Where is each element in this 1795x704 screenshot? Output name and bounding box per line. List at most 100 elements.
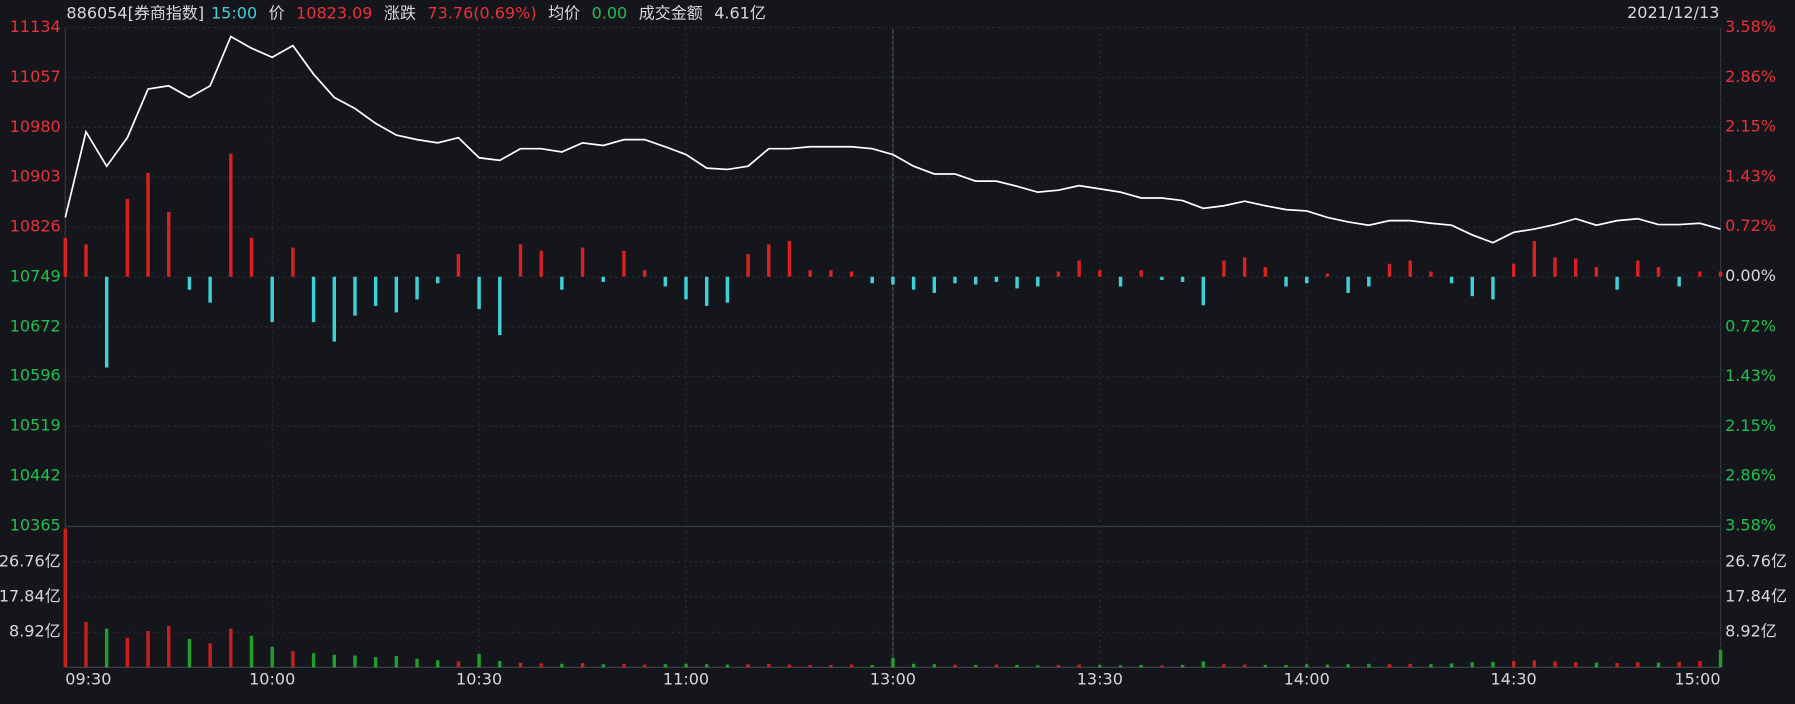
strength-bar (332, 276, 336, 342)
y2-tick-label: 1.43% (1725, 366, 1776, 385)
strength-bar (580, 247, 585, 277)
strength-bar (1284, 276, 1288, 287)
price-label: 价 (269, 3, 285, 22)
strength-bar (911, 276, 916, 290)
volume-bar (1573, 662, 1578, 668)
strength-bar (725, 276, 730, 303)
x-tick-label: 13:30 (1077, 669, 1123, 688)
volume-bar (63, 528, 68, 668)
strength-bar (1698, 271, 1702, 277)
strength-bar (1222, 260, 1226, 277)
amount: 4.61亿 (714, 3, 766, 22)
strength-bar (1325, 273, 1330, 277)
strength-bar (270, 276, 274, 323)
volume-bar (498, 661, 502, 668)
strength-bar (208, 276, 212, 303)
volume-bar (436, 660, 440, 668)
volume-bar (167, 625, 171, 668)
strength-bar (1553, 257, 1557, 277)
volume-bar (270, 646, 274, 668)
strength-bar (104, 276, 109, 368)
volume-tick-label: 26.76亿 (1725, 551, 1787, 570)
strength-bar (1036, 276, 1040, 287)
volume-bar (1491, 661, 1495, 668)
strength-bar (953, 276, 957, 284)
volume-bar (311, 653, 316, 668)
strength-bar (415, 276, 419, 300)
strength-bar (1201, 276, 1205, 306)
volume-bar (911, 663, 916, 668)
y-tick-label: 10826 (10, 217, 61, 236)
strength-bar (891, 276, 895, 285)
x-tick-label: 09:30 (65, 669, 111, 688)
volume-bar (1387, 664, 1392, 668)
volume-bar (1698, 661, 1702, 668)
volume-bar (1118, 665, 1123, 668)
volume-bar (829, 665, 833, 668)
volume-tick-label: 8.92亿 (1725, 622, 1777, 641)
volume-bar (663, 664, 668, 668)
strength-bar (436, 276, 440, 284)
volume-bar (1305, 664, 1309, 668)
strength-bar (870, 276, 874, 284)
volume-bar (1056, 665, 1061, 668)
volume-bar (891, 657, 895, 668)
y2-tick-label: 1.43% (1725, 167, 1776, 186)
strength-bar (1511, 263, 1516, 277)
strength-bar (767, 244, 771, 277)
strength-bar (291, 247, 295, 277)
volume-tick-label: 26.76亿 (0, 551, 61, 570)
strength-bar (1305, 276, 1309, 284)
volume-bar (187, 638, 192, 668)
volume-bar (1429, 664, 1433, 668)
strength-bar (1677, 276, 1681, 287)
volume-bar (684, 663, 688, 668)
strength-bar (1387, 263, 1392, 277)
code: 886054[券商指数] (66, 3, 204, 22)
change-label: 涨跌 (384, 3, 416, 22)
volume-bar (539, 663, 543, 668)
volume-bar (1222, 664, 1226, 668)
volume-bar (353, 655, 357, 668)
strength-bar (1656, 267, 1661, 277)
volume-bar (953, 664, 957, 668)
strength-bar (1470, 276, 1474, 297)
y2-tick-label: 0.00% (1725, 266, 1776, 285)
strength-bar (684, 276, 688, 300)
volume-bar (870, 665, 874, 668)
price: 10823.09 (296, 3, 372, 22)
strength-bar (477, 276, 481, 310)
strength-bar (125, 198, 130, 277)
volume-bar (1242, 664, 1247, 668)
avg-label: 均价 (548, 3, 580, 22)
volume-bar (767, 663, 771, 668)
volume-bar (1263, 665, 1268, 668)
volume-bar (1180, 665, 1185, 668)
volume-bar (1532, 660, 1537, 668)
strength-bar (63, 237, 68, 277)
volume-bar (1346, 664, 1350, 668)
strength-bar (1718, 271, 1723, 277)
strength-bar (1242, 257, 1247, 277)
volume-bar (456, 661, 461, 668)
volume-bar (1553, 661, 1557, 668)
volume-bar (1325, 664, 1330, 668)
volume-bar (601, 664, 605, 668)
strength-bar (746, 254, 750, 277)
y-tick-label: 11134 (10, 17, 61, 36)
strength-bar (456, 254, 461, 277)
y-tick-label: 10442 (10, 466, 61, 485)
y2-tick-label: 2.86% (1725, 465, 1776, 484)
volume-bar (1284, 665, 1288, 668)
strength-bar (932, 276, 937, 293)
strength-bar (1408, 260, 1412, 277)
volume-bar (1615, 663, 1619, 668)
strength-bar (622, 250, 626, 277)
volume-tick-label: 8.92亿 (9, 622, 61, 641)
strength-bar (1367, 276, 1371, 287)
y-tick-label: 11057 (10, 67, 61, 86)
volume-bar (932, 664, 937, 668)
volume-bar (373, 657, 378, 668)
